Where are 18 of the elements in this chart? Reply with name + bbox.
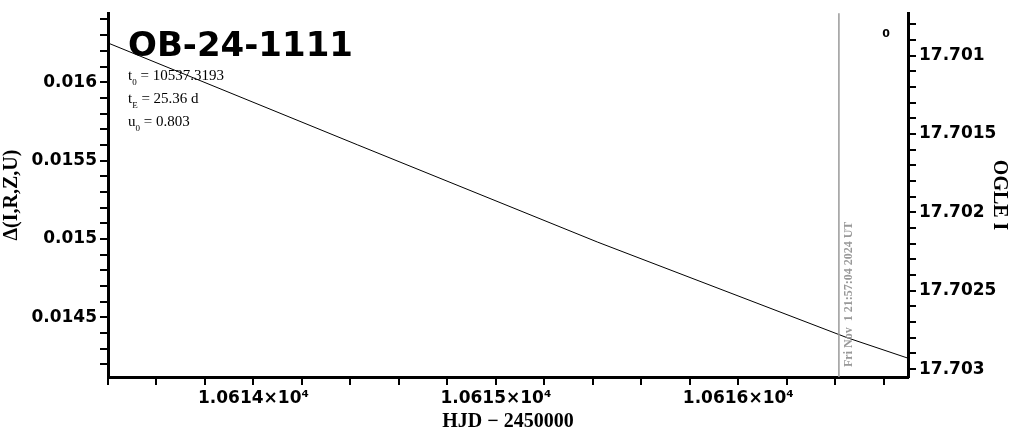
x-axis-title: HJD − 2450000: [442, 409, 574, 432]
y-tick-label: 0.0145: [31, 305, 97, 326]
chart-title: OB-24-1111: [128, 24, 353, 65]
y2-axis-title: OGLE I: [989, 159, 1011, 231]
y-tick-label: 0.015: [43, 227, 97, 248]
y2-tick-label: 17.7025: [919, 279, 997, 300]
annotation: Fri Nov 1 21:57:04 2024 UT: [841, 221, 855, 367]
annotation: 0: [882, 27, 891, 41]
y-tick-label: 0.016: [43, 70, 97, 91]
x-tick-label: 1.0616×10⁴: [682, 386, 794, 407]
y2-tick-label: 17.702: [919, 200, 985, 221]
x-tick-label: 1.0615×10⁴: [440, 386, 552, 407]
y2-tick-label: 17.703: [919, 357, 985, 378]
y2-tick-label: 17.701: [919, 43, 985, 64]
x-tick-label: 1.0614×10⁴: [197, 386, 309, 407]
y2-tick-label: 17.7015: [919, 122, 997, 143]
y-axis-title: Δ(I,R,Z,U): [0, 149, 23, 241]
y-tick-label: 0.0155: [31, 149, 97, 170]
